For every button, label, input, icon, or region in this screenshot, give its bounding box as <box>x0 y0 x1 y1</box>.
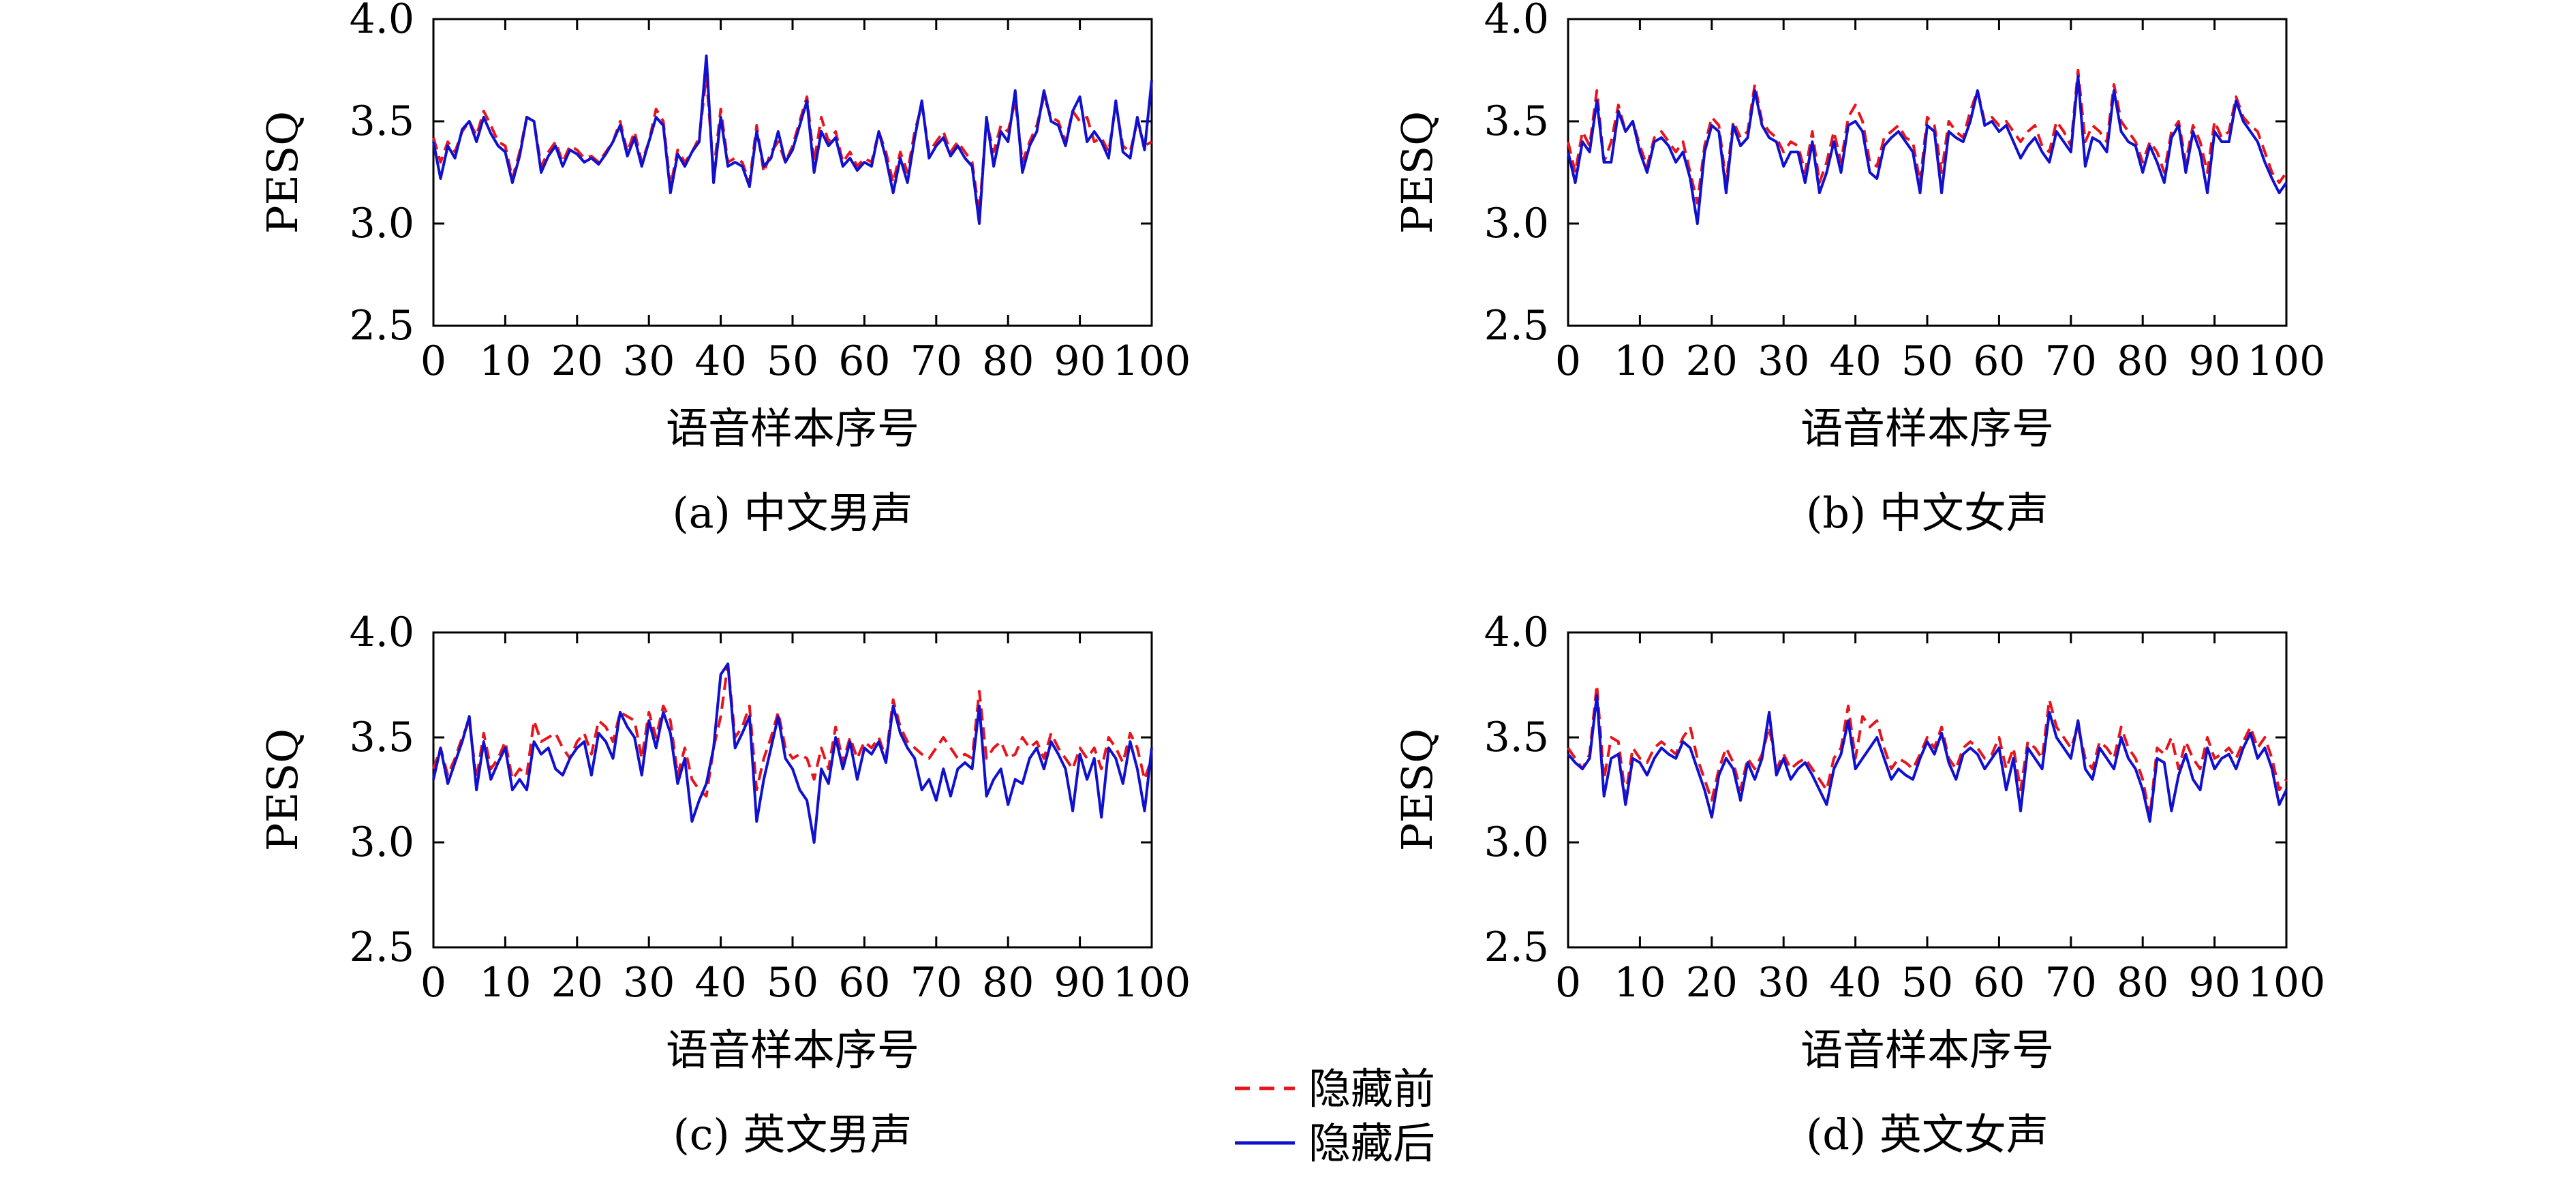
y-tick-label: 2.5 <box>350 302 414 350</box>
y-tick-label: 4.0 <box>1484 609 1549 656</box>
panel-caption: (b) 中文女声 <box>1806 488 2049 538</box>
x-tick-label: 30 <box>1758 959 1809 1007</box>
x-tick-label: 40 <box>1829 959 1881 1007</box>
x-tick-label: 60 <box>1973 337 2025 385</box>
y-tick-label: 3.0 <box>1484 819 1549 866</box>
series-line-after <box>432 662 1153 844</box>
x-tick-label: 40 <box>694 959 746 1007</box>
legend-after-label: 隐藏后 <box>1308 1118 1435 1168</box>
y-axis-label: PESQ <box>258 111 307 234</box>
x-tick-label: 60 <box>838 959 890 1007</box>
x-tick-label: 90 <box>2188 959 2240 1007</box>
x-axis-label: 语音样本序号 <box>666 403 919 453</box>
x-tick-label: 10 <box>479 337 531 385</box>
chart-panel-4: 2.5 3.0 3.5 4.0 0 10 20 30 40 50 60 70 80 90 100 语音样本序号… <box>1392 609 2325 1159</box>
y-tick-label: 2.5 <box>1484 923 1549 971</box>
y-tick-label: 4.0 <box>350 609 414 656</box>
chart-panel-3: 2.5 3.0 3.5 4.0 0 10 20 30 40 50 60 70 80 90 100 语音样本序号… <box>258 609 1191 1159</box>
panel-caption: (a) 中文男声 <box>672 488 913 538</box>
x-tick-label: 30 <box>1758 337 1809 385</box>
x-tick-label: 80 <box>982 959 1034 1007</box>
x-tick-label: 40 <box>1829 337 1881 385</box>
x-tick-label: 20 <box>1686 959 1738 1007</box>
x-tick-label: 30 <box>623 337 675 385</box>
plot-frame <box>432 631 1153 949</box>
x-tick-label: 20 <box>551 959 603 1007</box>
x-tick-label: 70 <box>2045 337 2097 385</box>
x-tick-label: 10 <box>1614 337 1666 385</box>
series-line-after <box>1567 694 2288 823</box>
y-tick-label: 3.5 <box>350 97 414 145</box>
x-tick-label: 70 <box>2045 959 2097 1007</box>
x-tick-label: 80 <box>2117 959 2168 1007</box>
x-tick-label: 0 <box>420 959 446 1007</box>
y-tick-label: 2.5 <box>1484 302 1549 350</box>
x-tick-label: 20 <box>551 337 603 385</box>
x-tick-label: 10 <box>1614 959 1666 1007</box>
y-tick-label: 3.0 <box>350 819 414 866</box>
series-line-before <box>1567 69 2288 204</box>
chart-panel-2: 2.5 3.0 3.5 4.0 0 10 20 30 40 50 60 70 80 90 100 语音样本序号… <box>1392 0 2325 538</box>
y-tick-label: 3.5 <box>1484 97 1549 145</box>
x-tick-label: 70 <box>910 337 962 385</box>
x-axis-label: 语音样本序号 <box>1800 403 2054 453</box>
y-axis-label: PESQ <box>1392 729 1442 851</box>
x-tick-label: 50 <box>767 959 818 1007</box>
x-tick-label: 50 <box>1901 337 1953 385</box>
x-tick-label: 50 <box>767 337 818 385</box>
x-tick-label: 20 <box>1686 337 1738 385</box>
panel-caption: (d) 英文女声 <box>1806 1110 2049 1159</box>
x-tick-label: 80 <box>982 337 1034 385</box>
x-tick-label: 40 <box>694 337 746 385</box>
x-tick-label: 60 <box>1973 959 2025 1007</box>
legend-before-label: 隐藏前 <box>1308 1064 1435 1114</box>
chart-panel-1: 2.5 3.0 3.5 4.0 0 10 20 30 40 50 60 70 80 90 100 语音样本序号… <box>258 0 1191 538</box>
series-line-before <box>432 662 1153 798</box>
legend: 隐藏前 隐藏后 <box>1235 1064 1435 1168</box>
plot-frame <box>1567 18 2288 327</box>
x-tick-label: 90 <box>1054 959 1105 1007</box>
y-tick-label: 2.5 <box>350 923 414 971</box>
x-tick-label: 100 <box>2248 337 2326 385</box>
x-tick-label: 0 <box>1555 337 1581 385</box>
x-tick-label: 100 <box>1113 337 1191 385</box>
plot-frame <box>1567 631 2288 949</box>
x-tick-label: 30 <box>623 959 675 1007</box>
x-tick-label: 90 <box>2188 337 2240 385</box>
x-axis-label: 语音样本序号 <box>1800 1025 2054 1075</box>
y-tick-label: 3.5 <box>350 714 414 761</box>
x-tick-label: 90 <box>1054 337 1105 385</box>
y-tick-label: 4.0 <box>350 0 414 43</box>
x-tick-label: 50 <box>1901 959 1953 1007</box>
x-tick-label: 70 <box>910 959 962 1007</box>
x-tick-label: 100 <box>2248 959 2326 1007</box>
panel-caption: (c) 英文男声 <box>673 1110 913 1159</box>
x-tick-label: 80 <box>2117 337 2168 385</box>
x-axis-label: 语音样本序号 <box>666 1025 919 1075</box>
y-axis-label: PESQ <box>1392 111 1442 234</box>
y-axis-label: PESQ <box>258 729 307 851</box>
x-tick-label: 100 <box>1113 959 1191 1007</box>
y-tick-label: 3.0 <box>1484 200 1549 247</box>
x-tick-label: 0 <box>420 337 446 385</box>
series-line-after <box>432 55 1153 225</box>
y-tick-label: 3.0 <box>350 200 414 247</box>
panels-group: 2.53.03.54.00 10 20 30 40 50 60 70 80 90 100语音样本序号… <box>258 0 2325 1159</box>
series-line-after <box>1567 75 2288 225</box>
series-line-before <box>1567 684 2288 819</box>
y-tick-label: 4.0 <box>1484 0 1549 43</box>
x-tick-label: 60 <box>838 337 890 385</box>
x-tick-label: 0 <box>1555 959 1581 1007</box>
y-tick-label: 3.5 <box>1484 714 1549 761</box>
x-tick-label: 10 <box>479 959 531 1007</box>
